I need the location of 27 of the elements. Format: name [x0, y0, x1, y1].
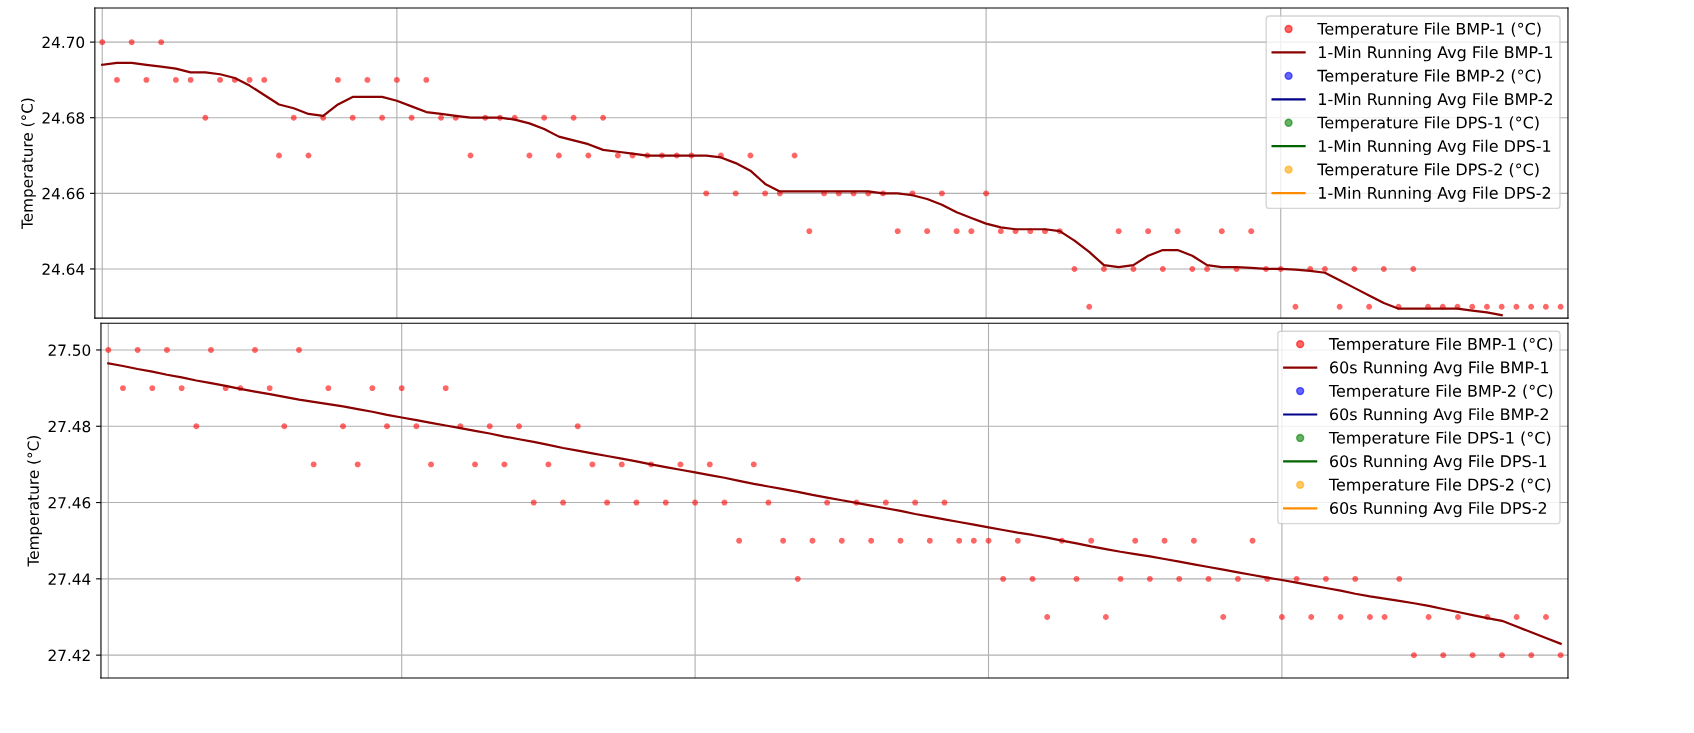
y-axis-title: Temperature (°C): [21, 98, 36, 230]
y-tick-label: 27.44: [48, 573, 91, 585]
legend-label: 60s Running Avg File DPS-1: [1330, 454, 1547, 471]
y-tick-label: 27.48: [48, 420, 91, 433]
y-tick-label: 27.50: [48, 344, 91, 356]
legend-label: Temperature File BMP-1 (°C): [1317, 22, 1541, 38]
y-tick-label: 24.66: [42, 187, 85, 200]
legend-label: Temperature File DPS-2 (°C): [1317, 163, 1539, 179]
legend-label: Temperature File BMP-2 (°C): [1317, 69, 1541, 85]
y-tick-label: 27.46: [48, 497, 91, 509]
y-tick-label: 24.68: [42, 112, 85, 124]
y-tick-label: 24.70: [42, 36, 85, 49]
y-tick-label: 24.64: [42, 263, 85, 275]
legend-label: 1-Min Running Avg File BMP-1: [1319, 45, 1553, 62]
y-tick-label: 27.42: [48, 649, 90, 661]
y-axis-title: Temperature (°C): [27, 436, 42, 567]
legend-label: Temperature File BMP-2 (°C): [1328, 384, 1553, 400]
legend-label: 60s Running Avg File BMP-2: [1330, 407, 1548, 424]
legend-label: Temperature File BMP-1 (°C): [1328, 337, 1553, 354]
legend-label: 1-Min Running Avg File DPS-1: [1319, 139, 1551, 156]
legend-label: 1-Min Running Avg File DPS-2: [1319, 186, 1551, 203]
legend-label: Temperature File DPS-1 (°C): [1328, 431, 1551, 447]
legend-label: Temperature File DPS-2 (°C): [1328, 478, 1551, 494]
legend-label: Temperature File DPS-1 (°C): [1317, 116, 1539, 132]
legend-label: 60s Running Avg File BMP-1: [1330, 361, 1549, 377]
legend-label: 60s Running Avg File DPS-2: [1330, 501, 1547, 518]
legend-label: 1-Min Running Avg File BMP-2: [1319, 92, 1552, 109]
